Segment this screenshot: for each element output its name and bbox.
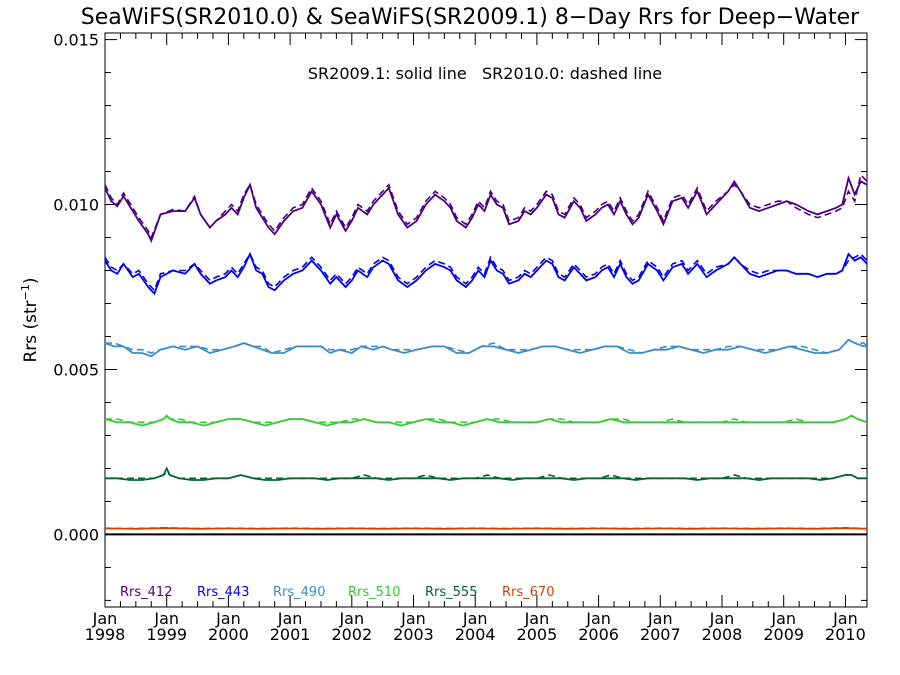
x-tick-month: Jan xyxy=(400,609,426,628)
y-tick-labels: 0.000 0.005 0.010 0.015 xyxy=(53,31,99,545)
series-solid-rrs-510 xyxy=(104,414,868,427)
x-tick-month: Jan xyxy=(709,609,735,628)
x-tick-month: Jan xyxy=(338,609,364,628)
axis-ticks xyxy=(104,33,867,607)
legend-item-rrs-490: Rrs_490 xyxy=(273,585,325,600)
x-tick-year: 1998 xyxy=(85,625,126,644)
legend-item-rrs-510: Rrs_510 xyxy=(348,585,400,600)
y-axis-label-sup: −1 xyxy=(19,284,32,300)
x-tick-month: Jan xyxy=(770,609,796,628)
series-dashed-rrs-412 xyxy=(104,173,868,240)
x-tick-year: 2001 xyxy=(270,625,311,644)
x-tick-year: 2004 xyxy=(455,625,496,644)
series-solid-rrs-670 xyxy=(104,527,868,530)
x-tick-month: Jan xyxy=(524,609,550,628)
x-tick-month: Jan xyxy=(92,609,118,628)
series-lines xyxy=(104,173,868,530)
plot-frame xyxy=(104,32,868,608)
legend-item-rrs-412: Rrs_412 xyxy=(120,585,172,600)
chart-title: SeaWiFS(SR2010.0) & SeaWiFS(SR2009.1) 8−… xyxy=(81,5,860,30)
y-axis-label-close: ) xyxy=(21,277,41,284)
x-tick-year: 2002 xyxy=(331,625,372,644)
x-tick-year: 2008 xyxy=(702,625,743,644)
series-solid-rrs-443 xyxy=(104,251,868,296)
line-style-annotation: SR2009.1: solid line SR2010.0: dashed li… xyxy=(308,64,662,83)
x-tick-year: 1999 xyxy=(146,625,187,644)
x-tick-year: 2000 xyxy=(208,625,249,644)
legend-item-rrs-443: Rrs_443 xyxy=(197,585,249,600)
y-axis-label: Rrs (str−1) xyxy=(19,277,41,362)
series-solid-rrs-490 xyxy=(104,338,867,358)
series-solid-rrs-412 xyxy=(104,175,868,244)
y-tick-label: 0.010 xyxy=(53,196,99,215)
x-tick-month: Jan xyxy=(215,609,241,628)
legend-item-rrs-670: Rrs_670 xyxy=(502,585,554,600)
x-tick-month: Jan xyxy=(462,609,488,628)
x-tick-year: 2007 xyxy=(640,625,681,644)
y-axis-label-main: Rrs (str xyxy=(21,300,41,362)
legend: Rrs_412 Rrs_443 Rrs_490 Rrs_510 Rrs_555 Rrs_6… xyxy=(120,585,554,600)
x-tick-month: Jan xyxy=(647,609,673,628)
x-tick-year: 2010 xyxy=(825,625,866,644)
series-solid-rrs-555 xyxy=(105,466,867,481)
x-tick-month: Jan xyxy=(277,609,303,628)
legend-item-rrs-555: Rrs_555 xyxy=(425,585,477,600)
x-tick-labels: Jan1998Jan1999Jan2000Jan2001Jan2002Jan20… xyxy=(85,609,866,644)
x-tick-year: 2006 xyxy=(578,625,619,644)
y-tick-label: 0.000 xyxy=(53,525,99,544)
x-tick-year: 2005 xyxy=(517,625,558,644)
x-tick-month: Jan xyxy=(832,609,858,628)
x-tick-month: Jan xyxy=(153,609,179,628)
x-tick-month: Jan xyxy=(585,609,611,628)
series-dashed-rrs-555 xyxy=(105,470,867,480)
x-tick-year: 2003 xyxy=(393,625,434,644)
x-tick-year: 2009 xyxy=(763,625,804,644)
y-tick-label: 0.005 xyxy=(53,360,99,379)
y-tick-label: 0.015 xyxy=(53,31,99,50)
